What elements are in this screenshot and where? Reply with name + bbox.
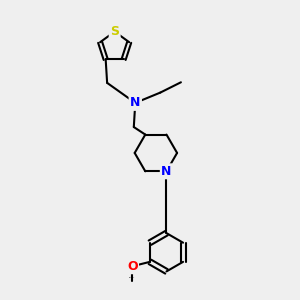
Text: S: S [110, 25, 119, 38]
Text: N: N [161, 165, 172, 178]
Text: N: N [130, 96, 140, 110]
Text: methoxy: methoxy [129, 277, 135, 278]
Text: O: O [127, 260, 138, 273]
